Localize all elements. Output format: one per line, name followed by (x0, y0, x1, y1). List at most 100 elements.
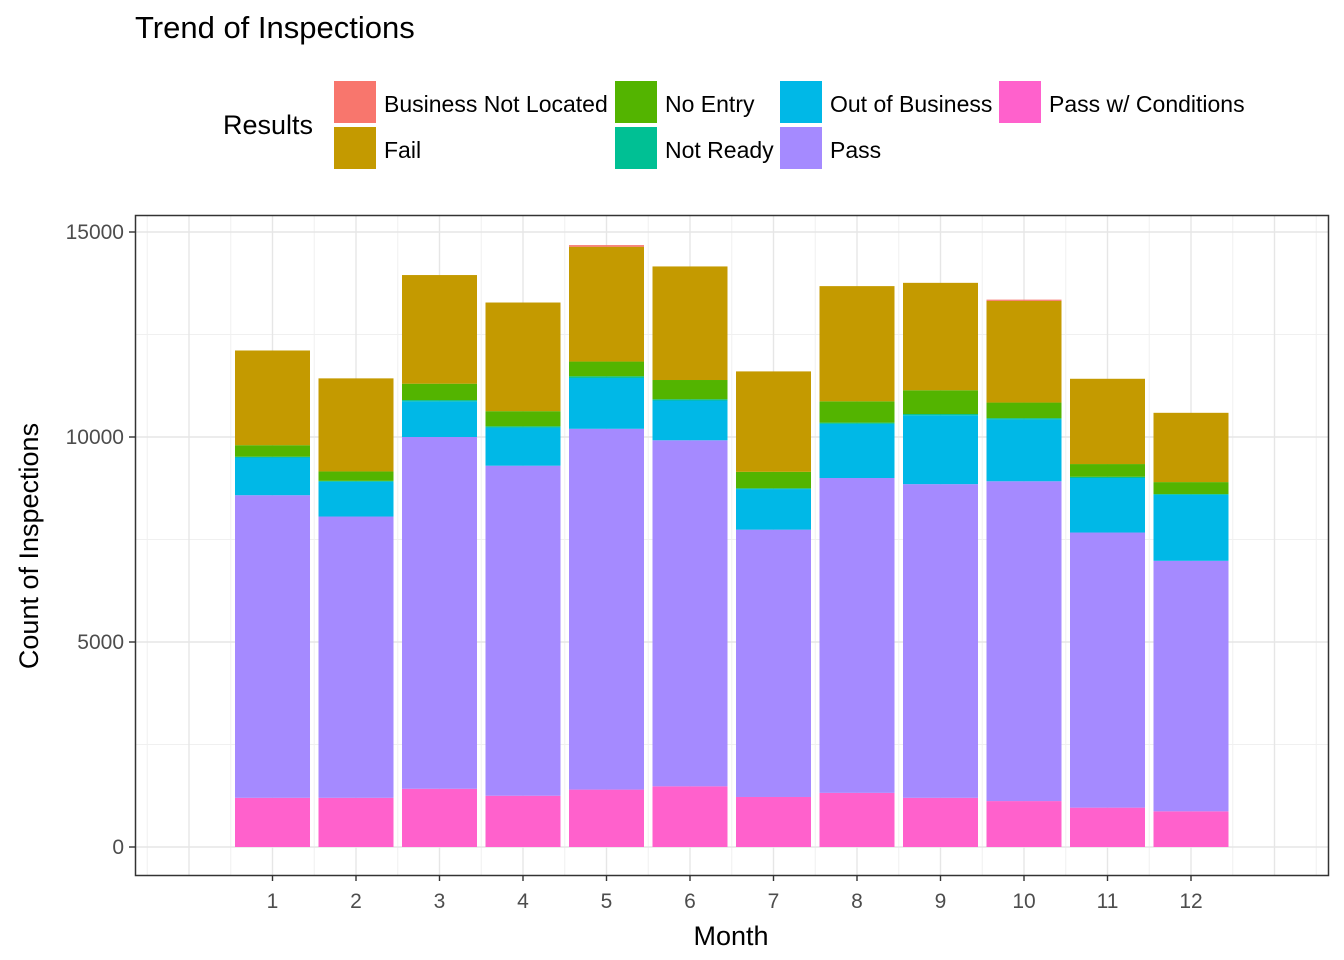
legend-label-pass: Pass (830, 137, 882, 163)
bar-pass-month-1 (235, 495, 310, 798)
bar-fail-month-1 (235, 350, 310, 446)
bar-out-of-business-month-5 (569, 377, 644, 429)
bar-not-ready-month-8 (819, 422, 895, 424)
bar-out-of-business-month-9 (903, 415, 978, 485)
bar-pass-month-9 (903, 484, 978, 798)
y-tick-label: 10000 (66, 426, 124, 449)
panel-border (134, 214, 1330, 877)
bar-out-of-business-month-8 (819, 423, 895, 478)
bar-out-of-business-month-3 (402, 401, 477, 437)
legend-key-pass-w-conditions (999, 81, 1041, 123)
bar-no-entry-month-2 (318, 471, 394, 481)
bar-not-ready-month-11 (1070, 476, 1145, 478)
bar-pass-month-12 (1153, 560, 1229, 812)
bar-no-entry-month-7 (736, 471, 811, 489)
y-tick-label: 5000 (77, 631, 124, 654)
legend-label-fail: Fail (384, 137, 422, 163)
bar-fail-month-8 (819, 286, 895, 402)
legend-label-business-not-located: Business Not Located (384, 91, 608, 117)
bar-not-ready-month-4 (485, 426, 561, 428)
bar-not-ready-month-6 (652, 399, 728, 401)
bar-not-ready-month-7 (736, 488, 811, 490)
bar-business-not-located-month-10 (986, 299, 1062, 301)
bar-no-entry-month-11 (1070, 464, 1145, 477)
bar-fail-month-9 (903, 282, 978, 391)
bar-no-entry-month-1 (235, 445, 310, 457)
bar-pass-w-conditions-month-6 (652, 786, 728, 847)
y-tick-label: 15000 (66, 221, 124, 244)
bar-not-ready-month-5 (569, 376, 644, 378)
bar-not-ready-month-3 (402, 400, 477, 402)
bar-pass-w-conditions-month-12 (1153, 811, 1229, 847)
bar-pass-month-2 (318, 516, 394, 798)
bar-no-entry-month-4 (485, 411, 561, 427)
bar-pass-w-conditions-month-8 (819, 792, 895, 847)
x-tick-label: 3 (434, 890, 446, 913)
bar-no-entry-month-12 (1153, 482, 1229, 494)
bar-fail-month-5 (569, 246, 644, 362)
bar-fail-month-3 (402, 275, 477, 384)
bar-out-of-business-month-4 (485, 427, 561, 466)
x-tick-label: 6 (684, 890, 696, 913)
bar-no-entry-month-5 (569, 361, 644, 377)
bar-fail-month-2 (318, 378, 394, 472)
legend-key-out-of-business (780, 81, 822, 123)
bar-fail-month-6 (652, 266, 728, 381)
bar-business-not-located-month-5 (569, 245, 644, 247)
bar-pass-month-4 (485, 465, 561, 796)
legend-key-business-not-located (334, 81, 376, 123)
x-tick-label: 11 (1097, 890, 1119, 913)
bar-fail-month-4 (485, 302, 561, 412)
grid-lines (135, 215, 1328, 875)
bar-not-ready-month-1 (235, 456, 310, 458)
bars (235, 245, 1229, 847)
bar-pass-w-conditions-month-9 (903, 797, 978, 847)
legend-title: Results (223, 110, 314, 140)
y-tick-label: 0 (112, 836, 124, 859)
bar-not-ready-month-12 (1153, 493, 1229, 495)
bar-pass-month-5 (569, 428, 644, 790)
bar-pass-month-3 (402, 437, 477, 789)
bar-pass-month-8 (819, 478, 895, 793)
bar-not-ready-month-9 (903, 414, 978, 416)
bar-out-of-business-month-2 (318, 481, 394, 517)
bar-pass-w-conditions-month-5 (569, 789, 644, 847)
bar-pass-w-conditions-month-7 (736, 796, 811, 847)
chart-title: Trend of Inspections (135, 10, 415, 45)
bar-pass-month-7 (736, 529, 811, 797)
bar-pass-month-6 (652, 440, 728, 787)
bar-out-of-business-month-1 (235, 457, 310, 496)
x-tick-label: 12 (1179, 890, 1202, 913)
legend-label-not-ready: Not Ready (665, 137, 774, 163)
x-axis-title: Month (693, 921, 768, 951)
bar-pass-w-conditions-month-10 (986, 801, 1062, 847)
x-tick-label: 5 (601, 890, 613, 913)
bar-no-entry-month-6 (652, 380, 728, 400)
legend-key-not-ready (615, 127, 657, 169)
legend-key-pass (780, 127, 822, 169)
bar-pass-w-conditions-month-4 (485, 795, 561, 847)
bar-out-of-business-month-7 (736, 489, 811, 530)
x-tick-label: 9 (935, 890, 947, 913)
bar-pass-w-conditions-month-3 (402, 788, 477, 847)
y-axis-title: Count of Inspections (14, 423, 44, 669)
bar-fail-month-11 (1070, 378, 1145, 465)
bar-pass-w-conditions-month-1 (235, 797, 310, 847)
x-tick-label: 10 (1012, 890, 1035, 913)
bar-fail-month-12 (1153, 412, 1229, 483)
x-tick-label: 2 (350, 890, 362, 913)
bar-pass-month-10 (986, 481, 1062, 802)
bar-out-of-business-month-6 (652, 400, 728, 441)
x-tick-label: 4 (517, 890, 529, 913)
bar-pass-month-11 (1070, 532, 1145, 808)
legend-key-fail (334, 127, 376, 169)
bar-out-of-business-month-12 (1153, 494, 1229, 561)
x-tick-label: 7 (768, 890, 780, 913)
bar-out-of-business-month-10 (986, 419, 1062, 482)
x-tick-label: 8 (851, 890, 863, 913)
bar-fail-month-7 (736, 371, 811, 472)
x-tick-label: 1 (267, 890, 279, 913)
bar-not-ready-month-10 (986, 418, 1062, 420)
